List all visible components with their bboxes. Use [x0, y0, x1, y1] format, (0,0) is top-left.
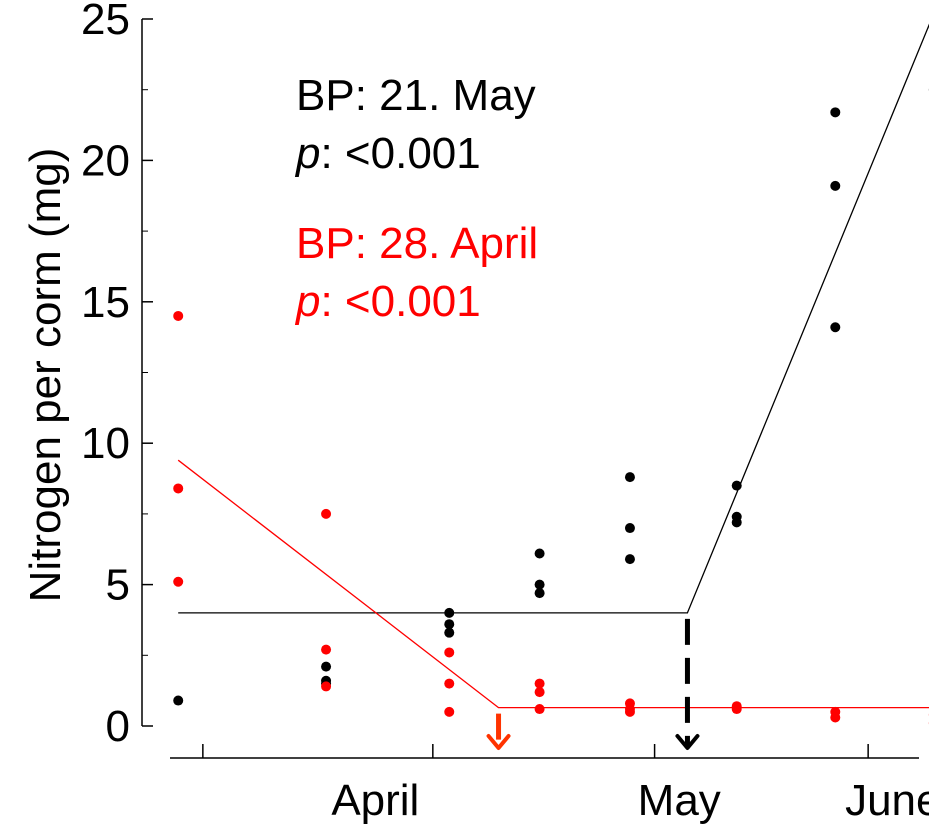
- red-series-point: [173, 576, 184, 587]
- black-p-value: : <0.001: [320, 129, 480, 178]
- red-series-point: [444, 706, 455, 717]
- red-series-point: [173, 483, 184, 494]
- y-tick-label: 10: [81, 419, 130, 468]
- red-series-fit-line: [177, 459, 929, 709]
- black-series-point: [731, 480, 742, 491]
- black-series-point: [624, 554, 635, 565]
- black-p-annotation: p: <0.001: [294, 129, 481, 178]
- fit-lines: [177, 23, 929, 709]
- x-tick-label: April: [331, 776, 419, 825]
- black-series-point: [830, 180, 841, 191]
- black-series-point: [534, 588, 545, 599]
- black-series-point: [444, 627, 455, 638]
- red-series-point: [731, 704, 742, 715]
- axes: 0 5 10 15 20 25 April May June: [81, 0, 929, 825]
- red-series-point: [534, 704, 545, 715]
- red-series-point: [321, 508, 332, 519]
- red-series-point: [173, 310, 184, 321]
- black-breakpoint-arrow-head: [675, 734, 700, 750]
- black-series-point: [534, 579, 545, 590]
- breakpoint-arrows: [486, 618, 700, 750]
- black-series-point: [731, 517, 742, 528]
- data-points: [173, 26, 929, 725]
- y-tick-label: 0: [106, 702, 130, 751]
- black-series-point: [624, 523, 635, 534]
- black-series-point: [321, 661, 332, 672]
- red-series-point: [444, 647, 455, 658]
- red-series-point: [624, 706, 635, 717]
- red-p-annotation: p: <0.001: [294, 277, 481, 326]
- x-tick-label: May: [638, 776, 721, 825]
- black-series-point: [830, 107, 841, 118]
- red-series-point: [321, 644, 332, 655]
- red-p-value: : <0.001: [320, 277, 480, 326]
- y-tick-label: 20: [81, 136, 130, 185]
- black-series-point: [173, 695, 184, 706]
- black-series-point: [444, 619, 455, 630]
- red-breakpoint-arrow-head: [486, 734, 511, 750]
- red-p-label: p: [294, 277, 320, 326]
- black-series-point: [624, 472, 635, 483]
- red-bp-annotation: BP: 28. April: [296, 219, 538, 268]
- black-series-fit-line: [178, 23, 929, 614]
- black-series-point: [444, 607, 455, 618]
- y-tick-label: 15: [81, 278, 130, 327]
- red-series-point: [321, 681, 332, 692]
- red-series-point: [444, 678, 455, 689]
- black-series-point: [534, 548, 545, 559]
- y-tick-label: 25: [81, 0, 130, 44]
- black-p-label: p: [294, 129, 320, 178]
- red-breakpoint-arrow: [486, 713, 511, 750]
- red-series-point: [830, 712, 841, 723]
- red-series-point: [534, 678, 545, 689]
- black-breakpoint-arrow: [675, 618, 700, 750]
- x-tick-label: June: [845, 776, 929, 825]
- red-series-point: [534, 687, 545, 698]
- y-axis-title: Nitrogen per corm (mg): [21, 148, 70, 603]
- black-bp-annotation: BP: 21. May: [296, 71, 536, 120]
- y-tick-label: 5: [106, 561, 130, 610]
- black-series-point: [830, 322, 841, 333]
